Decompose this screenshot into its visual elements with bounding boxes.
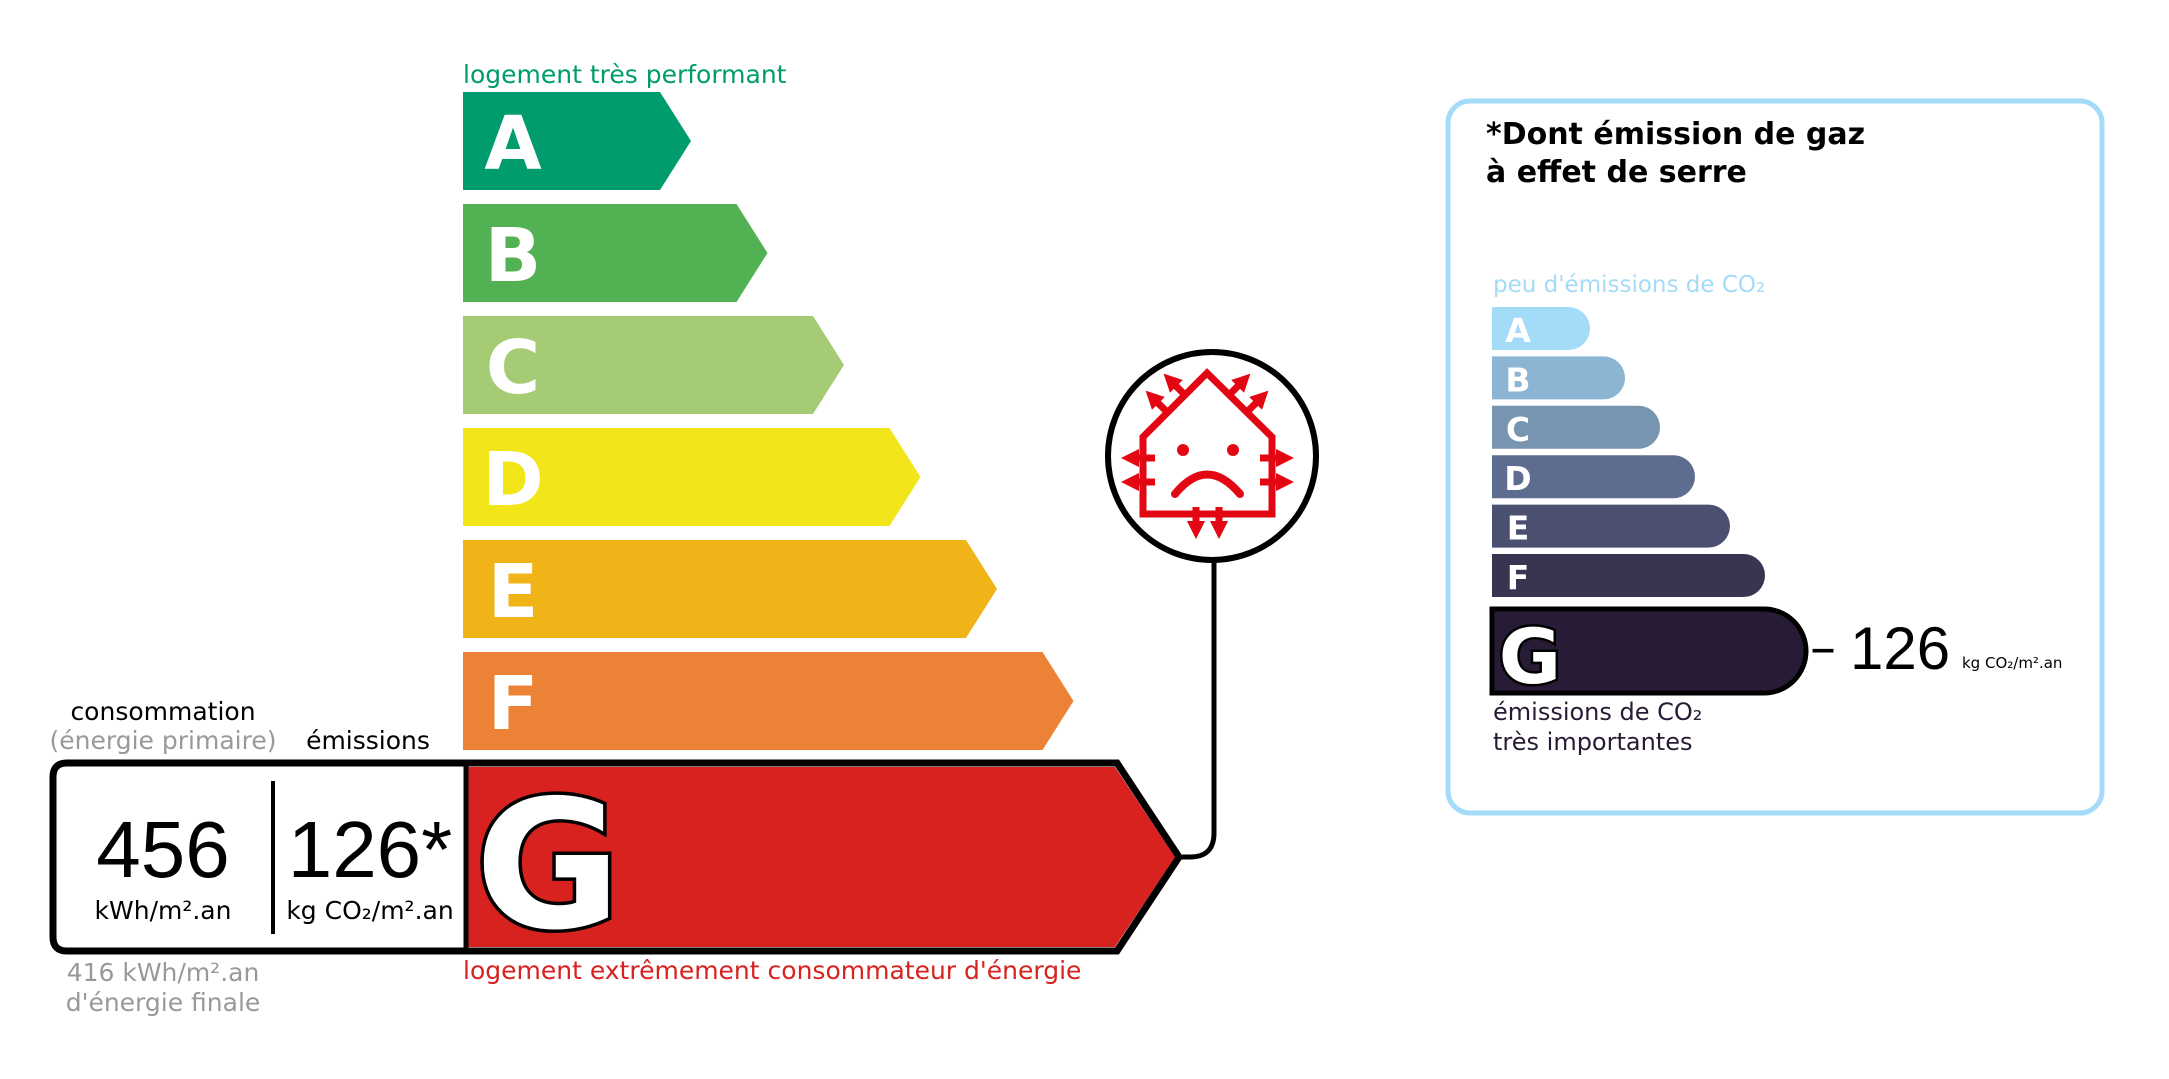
energy-class-bar-e: E (463, 540, 997, 638)
emissions-unit: kg CO₂/m².an (286, 896, 454, 925)
emissions-value: 126* (287, 805, 453, 894)
energy-bar-letter: C (486, 325, 540, 411)
icon-connector-line (1179, 560, 1217, 860)
energy-bar-letter: E (488, 549, 539, 635)
ghg-bar-letter: D (1504, 459, 1531, 498)
consumption-unit: kWh/m².an (94, 896, 232, 925)
ghg-unit: kg CO₂/m².an (1962, 654, 2063, 672)
ghg-bar-shape (1492, 405, 1660, 449)
ghg-value: 126 (1850, 615, 1951, 682)
ghg-class-bar-e: E (1492, 504, 1730, 548)
ghg-top-caption: peu d'émissions de CO₂ (1493, 272, 1766, 298)
ghg-bar-shape (1492, 554, 1765, 597)
energy-bar-shape (463, 428, 921, 526)
ghg-dash: – (1810, 618, 1836, 678)
ghg-title-line1: *Dont émission de gaz (1486, 117, 1866, 152)
sad-house-heat-loss-icon (1105, 349, 1319, 563)
ghg-bar-letter: F (1507, 558, 1530, 597)
ghg-bottom-caption-line1: émissions de CO₂ (1493, 698, 1703, 726)
consumption-header: consommation (70, 697, 256, 726)
ghg-bar-letter: C (1506, 410, 1530, 449)
ghg-bar-letter: B (1505, 360, 1530, 399)
class-g-arrow (466, 767, 1175, 947)
ghg-bar-letter: E (1507, 509, 1530, 548)
energy-bottom-caption: logement extrêmement consommateur d'éner… (463, 956, 1082, 985)
energy-class-bar-f: F (463, 652, 1074, 750)
final-energy-label: d'énergie finale (65, 988, 261, 1017)
energy-class-bar-a: A (463, 92, 691, 190)
energy-bar-shape (463, 652, 1074, 750)
energy-bar-shape (463, 316, 844, 414)
energy-bar-shape (463, 92, 691, 190)
consumption-value: 456 (96, 805, 230, 894)
ghg-class-bar-f: F (1492, 554, 1765, 597)
energy-bar-letter: A (484, 101, 541, 187)
energy-bar-shape (463, 204, 768, 302)
energy-current-class-bar: G (49, 759, 1184, 973)
ghg-bar-shape (1492, 356, 1625, 400)
ghg-bottom-caption-line2: très importantes (1493, 728, 1693, 756)
consumption-subheader: (énergie primaire) (49, 726, 277, 755)
ghg-class-bar-d: D (1492, 455, 1695, 499)
ghg-bar-letter: A (1505, 311, 1531, 350)
energy-top-caption: logement très performant (463, 60, 787, 89)
energy-bar-shape (463, 540, 997, 638)
energy-bar-letter: F (488, 661, 539, 747)
ghg-current-class-letter: G (1499, 612, 1561, 701)
final-energy-value: 416 kWh/m².an (66, 958, 260, 987)
energy-class-bar-d: D (463, 428, 921, 526)
energy-bar-letter: D (482, 437, 543, 523)
ghg-class-bar-b: B (1492, 356, 1625, 400)
ghg-bar-shape (1489, 606, 1809, 696)
ghg-class-bar-a: A (1492, 307, 1590, 350)
ghg-title-line2: à effet de serre (1486, 155, 1747, 190)
energy-class-bar-c: C (463, 316, 844, 414)
current-class-letter: G (475, 762, 621, 969)
emissions-header: émissions (306, 726, 430, 755)
energy-bar-letter: B (485, 213, 541, 299)
ghg-bar-shape (1492, 307, 1590, 350)
ghg-bar-shape (1492, 455, 1695, 499)
energy-class-bar-b: B (463, 204, 768, 302)
ghg-class-bar-g: G (1489, 606, 1809, 704)
ghg-bar-shape (1492, 504, 1730, 548)
ghg-class-bar-c: C (1492, 405, 1660, 449)
